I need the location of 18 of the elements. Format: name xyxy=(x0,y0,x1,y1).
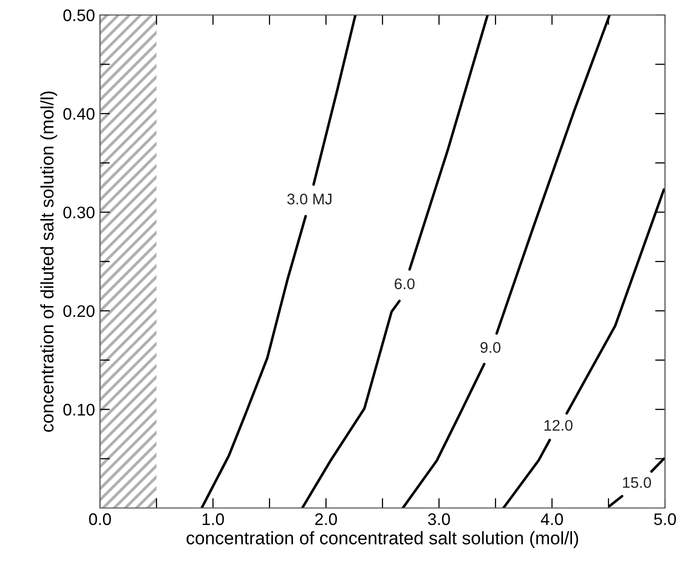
x-tick-label: 0.0 xyxy=(89,513,111,526)
x-tick-label: 3.0 xyxy=(428,513,450,526)
series-label: 12.0 xyxy=(544,420,572,431)
series-label: 15.0 xyxy=(623,477,652,488)
series-label: 6.0 xyxy=(394,278,415,290)
series-label: 3.0 MJ xyxy=(287,194,332,204)
x-tick-label: 4.0 xyxy=(540,513,563,526)
x-tick-label: 5.0 xyxy=(654,513,676,526)
series-label: 9.0 xyxy=(480,342,500,353)
x-axis-title: concentration of concentrated salt solution (mol/l) xyxy=(186,531,578,548)
x-tick-label: 1.0 xyxy=(202,513,224,526)
y-axis-title: concentration of diluted salt solution (mol/l) xyxy=(40,91,58,432)
x-tick-label: 2.0 xyxy=(315,513,337,526)
y-tick-label: 0.50 xyxy=(63,9,94,22)
y-tick-label: 0.40 xyxy=(63,108,94,120)
y-tick-label: 0.30 xyxy=(63,206,94,218)
y-tick-label: 0.10 xyxy=(63,404,94,416)
y-tick-label: 0.20 xyxy=(63,305,94,318)
